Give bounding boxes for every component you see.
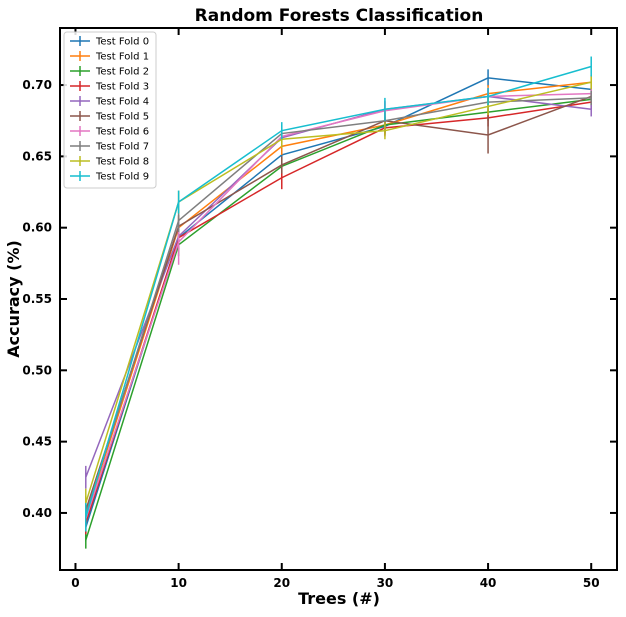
legend-label: Test Fold 1: [95, 52, 149, 63]
series-line: [85, 95, 592, 478]
y-tick-label: 0.45: [22, 435, 52, 449]
legend-item: Test Fold 0: [70, 36, 149, 48]
series-5: [85, 89, 592, 525]
x-tick-label: 20: [273, 576, 290, 590]
legend-label: Test Fold 5: [95, 112, 149, 123]
plot-area: [85, 56, 592, 549]
chart-title: Random Forests Classification: [195, 6, 484, 26]
legend-item: Test Fold 8: [70, 156, 149, 168]
axes: 0 10 20 30 40 50 0.40 0.45 0.50 0.55 0.60 0.65 0.70: [22, 27, 618, 590]
series-2: [85, 92, 592, 549]
legend-item: Test Fold 7: [70, 141, 149, 153]
legend-label: Test Fold 7: [95, 142, 149, 153]
legend-item: Test Fold 9: [70, 171, 149, 183]
series-line: [85, 97, 592, 515]
series-6: [85, 86, 592, 531]
legend-label: Test Fold 0: [95, 37, 149, 48]
legend: Test Fold 0 Test Fold 1 Test Fold 2 Test Fo…: [63, 31, 157, 189]
legend-item: Test Fold 6: [70, 126, 149, 138]
series-7: [85, 90, 592, 529]
y-tick-label: 0.65: [22, 149, 52, 163]
x-tick-label: 0: [71, 576, 79, 590]
legend-label: Test Fold 4: [95, 97, 149, 108]
legend-label: Test Fold 6: [95, 127, 149, 138]
legend-label: Test Fold 2: [95, 67, 149, 78]
legend-item: Test Fold 4: [70, 96, 149, 108]
x-tick-label: 40: [480, 576, 497, 590]
legend-label: Test Fold 9: [95, 172, 149, 183]
legend-item: Test Fold 1: [70, 51, 149, 63]
x-tick-label: 10: [170, 576, 187, 590]
legend-label: Test Fold 3: [95, 82, 149, 93]
legend-item: Test Fold 3: [70, 81, 149, 93]
series-line: [85, 95, 592, 511]
y-tick-label: 0.55: [22, 292, 52, 306]
legend-item: Test Fold 5: [70, 111, 149, 123]
x-axis-label: Trees (#): [298, 589, 380, 608]
x-tick-label: 30: [377, 576, 394, 590]
series-line: [85, 92, 592, 519]
y-tick-label: 0.70: [22, 78, 52, 92]
series-line: [85, 98, 592, 541]
series-9: [85, 56, 592, 532]
legend-label: Test Fold 8: [95, 157, 149, 168]
x-tick-label: 50: [583, 576, 600, 590]
y-axis-label: Accuracy (%): [4, 240, 23, 358]
y-tick-label: 0.40: [22, 506, 52, 520]
series-line: [85, 101, 592, 524]
series-3: [85, 95, 592, 535]
series-line: [85, 65, 592, 518]
series-line: [85, 77, 592, 528]
y-tick-label: 0.50: [22, 363, 52, 377]
legend-item: Test Fold 2: [70, 66, 149, 78]
y-tick-label: 0.60: [22, 221, 52, 235]
